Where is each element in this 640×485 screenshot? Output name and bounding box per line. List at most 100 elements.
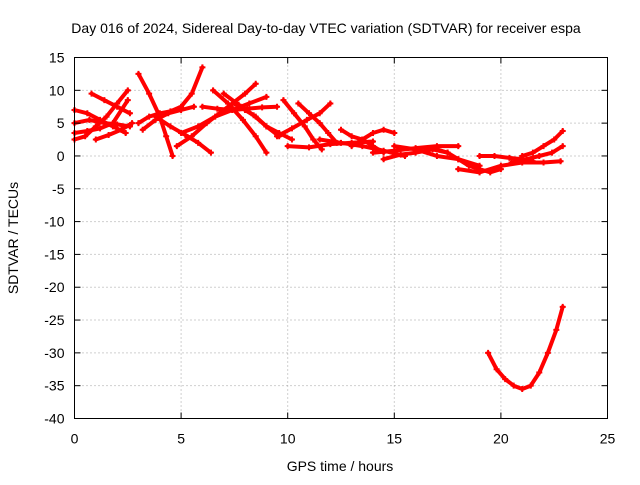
x-tick-label: 15 xyxy=(387,431,403,447)
data-point xyxy=(229,107,236,114)
data-point xyxy=(536,369,543,376)
data-point xyxy=(163,133,170,140)
data-point xyxy=(82,133,89,140)
data-point xyxy=(502,376,509,383)
x-tick-label: 10 xyxy=(280,431,296,447)
x-tick-label: 25 xyxy=(600,431,616,447)
data-point xyxy=(207,149,214,156)
data-point xyxy=(540,159,547,166)
data-point xyxy=(146,90,153,97)
data-point xyxy=(540,143,547,150)
data-point xyxy=(510,382,517,389)
data-point xyxy=(369,149,376,156)
y-tick-label: 15 xyxy=(49,50,65,66)
data-point xyxy=(252,80,259,87)
y-tick-label: -15 xyxy=(44,246,64,262)
data-point xyxy=(476,152,483,159)
data-point xyxy=(109,120,116,127)
data-point xyxy=(369,129,376,136)
data-point xyxy=(497,162,504,169)
data-point xyxy=(433,152,440,159)
data-point xyxy=(327,100,334,107)
data-point xyxy=(544,349,551,356)
data-point xyxy=(152,113,159,120)
data-point xyxy=(274,103,281,110)
y-tick-label: -30 xyxy=(44,345,64,361)
y-tick-label: -25 xyxy=(44,312,64,328)
data-point xyxy=(559,303,566,310)
data-point xyxy=(103,113,110,120)
data-point xyxy=(92,136,99,143)
data-point xyxy=(553,326,560,333)
data-point xyxy=(199,64,206,71)
data-point xyxy=(295,100,302,107)
data-point xyxy=(114,103,121,110)
data-point xyxy=(188,90,195,97)
data-point xyxy=(122,129,129,136)
data-point xyxy=(135,70,142,77)
data-point xyxy=(210,87,217,94)
data-point xyxy=(485,349,492,356)
y-tick-label: -35 xyxy=(44,378,64,394)
data-point xyxy=(391,129,398,136)
trace-pass-5 xyxy=(93,121,135,142)
data-point xyxy=(288,125,295,132)
data-point xyxy=(101,97,108,104)
data-point xyxy=(529,149,536,156)
data-point xyxy=(316,120,323,127)
y-tick-label: -40 xyxy=(44,411,64,427)
data-point xyxy=(412,146,419,153)
data-point xyxy=(348,133,355,140)
data-point xyxy=(557,158,564,165)
data-point xyxy=(169,152,176,159)
data-point xyxy=(549,149,556,156)
data-point xyxy=(135,120,142,127)
data-point xyxy=(178,107,185,114)
data-point xyxy=(508,159,515,166)
data-point xyxy=(310,136,317,143)
data-point xyxy=(263,149,270,156)
data-point xyxy=(506,154,513,161)
data-point xyxy=(231,100,238,107)
data-point xyxy=(118,126,125,133)
plot-frame xyxy=(74,57,608,419)
x-tick-label: 0 xyxy=(71,431,79,447)
trace-pass-12 xyxy=(179,94,269,135)
data-point xyxy=(491,152,498,159)
data-point xyxy=(259,104,266,111)
data-point xyxy=(146,113,153,120)
data-point xyxy=(316,136,323,143)
data-point xyxy=(433,146,440,153)
y-tick-label: 10 xyxy=(49,82,65,98)
data-point xyxy=(359,136,366,143)
data-point xyxy=(214,105,221,112)
data-point xyxy=(246,100,253,107)
data-point xyxy=(97,125,104,132)
data-point xyxy=(551,136,558,143)
data-point xyxy=(263,123,270,130)
y-tick-label: 5 xyxy=(57,115,65,131)
data-point xyxy=(88,90,95,97)
data-point xyxy=(359,143,366,150)
data-point xyxy=(303,116,310,123)
data-point xyxy=(325,129,332,136)
data-traces xyxy=(71,64,566,392)
data-point xyxy=(380,156,387,163)
data-point xyxy=(84,128,91,135)
y-tick-label: -10 xyxy=(44,214,64,230)
y-tick-label: -20 xyxy=(44,279,64,295)
data-point xyxy=(129,120,136,127)
y-tick-label: 0 xyxy=(57,148,65,164)
data-point xyxy=(455,156,462,163)
data-point xyxy=(195,139,202,146)
x-tick-label: 5 xyxy=(177,431,185,447)
data-point xyxy=(559,143,566,150)
data-point xyxy=(519,385,526,392)
data-point xyxy=(190,103,197,110)
data-point xyxy=(348,143,355,150)
data-point xyxy=(97,116,104,123)
data-point xyxy=(225,100,232,107)
data-point xyxy=(380,126,387,133)
trace-pass-32 xyxy=(486,304,565,391)
data-point xyxy=(199,103,206,110)
